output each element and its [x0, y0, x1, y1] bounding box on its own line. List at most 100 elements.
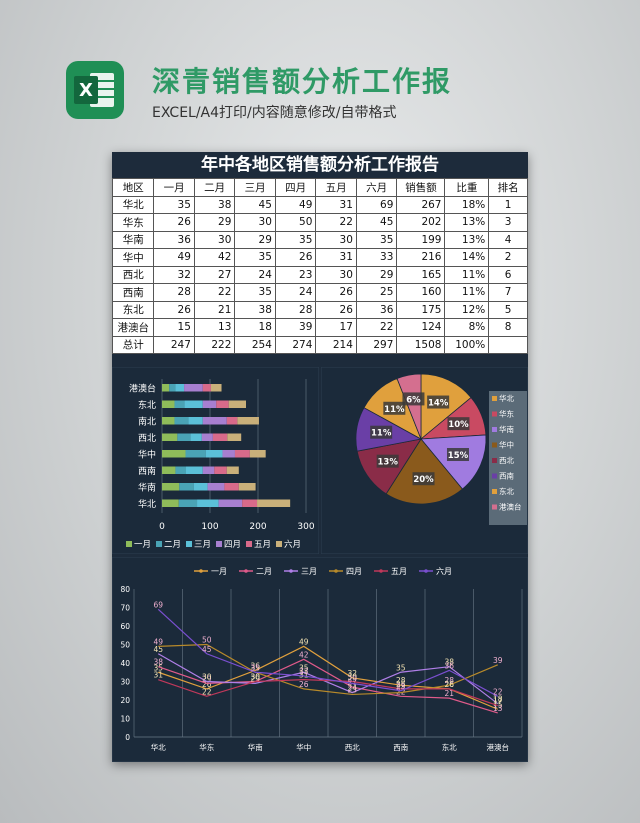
bar-segment — [188, 417, 203, 425]
bar-segment — [238, 483, 256, 491]
pie-legend-swatch — [492, 504, 497, 510]
table-cell: 124 — [396, 318, 446, 337]
line-data-label: 27 — [347, 678, 357, 687]
bar-segment — [177, 433, 191, 441]
table-cell: 29 — [193, 213, 236, 232]
line-data-label: 30 — [202, 673, 212, 682]
line-legend-marker — [244, 569, 248, 573]
line-data-label: 22 — [493, 687, 503, 696]
bar-segment — [226, 466, 239, 474]
line-data-label: 28 — [396, 676, 406, 685]
line-legend-marker — [199, 569, 203, 573]
bar-category-label: 东北 — [138, 399, 156, 411]
line-data-label: 35 — [250, 663, 260, 672]
line-data-label: 30 — [347, 673, 357, 682]
line-data-label: 69 — [153, 600, 163, 609]
line-legend-label: 四月 — [346, 567, 362, 576]
table-cell: 21 — [193, 300, 236, 319]
bar-legend-swatch — [246, 541, 252, 547]
pie-data-label: 20% — [413, 475, 434, 485]
bar-legend-label: 五月 — [254, 540, 271, 550]
table-cell: 165 — [396, 265, 446, 284]
table-cell: 216 — [396, 248, 446, 267]
table-cell: 12% — [444, 300, 490, 319]
table-cell: 14% — [444, 248, 490, 267]
table-cell: 38 — [234, 300, 276, 319]
pie-slice — [396, 373, 422, 440]
bar-segment — [184, 384, 203, 392]
line-data-label: 35 — [299, 663, 309, 672]
line-data-label: 35 — [250, 663, 260, 672]
pie-label-box — [412, 472, 435, 486]
pie-legend-swatch — [492, 411, 497, 417]
column-header: 比重 — [444, 178, 490, 197]
table-row: 华东 26 29 30 50 22 45 202 13% 3 — [111, 213, 528, 232]
line-data-label: 26 — [444, 680, 454, 689]
line-series — [158, 658, 498, 714]
line-legend-label: 三月 — [301, 567, 317, 576]
bar-category-label: 西南 — [138, 465, 156, 477]
table-cell: 13% — [444, 213, 490, 232]
bar-segment — [202, 417, 227, 425]
bar-segment — [234, 450, 250, 458]
pie-label-box — [370, 425, 393, 439]
pie-label-box — [446, 448, 469, 462]
line-data-label: 49 — [153, 637, 163, 646]
bar-segment — [179, 483, 194, 491]
line-data-label: 32 — [347, 669, 357, 678]
table-cell: 28 — [274, 300, 317, 319]
line-data-label: 29 — [250, 674, 260, 683]
bar-segment — [162, 384, 170, 392]
bar-segment — [212, 433, 228, 441]
line-data-label: 22 — [396, 687, 406, 696]
bar-segment — [162, 433, 178, 441]
page-subtitle: EXCEL/A4打印/内容随意修改/自带格式 — [152, 105, 397, 121]
line-data-label: 30 — [250, 673, 260, 682]
table-cell: 13 — [193, 318, 236, 337]
table-cell: 17 — [315, 318, 357, 337]
table-row: 东北 26 21 38 28 26 36 175 12% 5 — [111, 300, 528, 319]
table-cell: 22 — [193, 283, 236, 302]
bar-segment — [193, 483, 208, 491]
bar-segment — [224, 483, 239, 491]
sales-table: 地区 一月 二月 三月 四月 五月 六月 销售额 比重 排名 华北 35 38 45 49 31 69 267 18… — [111, 178, 528, 354]
svg-text:X: X — [79, 80, 93, 101]
table-cell: 11% — [444, 283, 490, 302]
pie-label-box — [427, 395, 450, 409]
table-cell: 222 — [193, 335, 236, 354]
table-cell: 29 — [355, 265, 398, 284]
line-series — [158, 679, 498, 707]
pie-label-box — [383, 401, 406, 415]
table-cell: 31 — [315, 195, 357, 214]
table-row: 西南 28 22 35 24 26 25 160 11% 7 — [111, 283, 528, 302]
bar-x-tick: 100 — [201, 522, 218, 532]
bar-segment — [162, 417, 175, 425]
pie-legend-swatch — [492, 489, 497, 494]
column-header: 二月 — [193, 178, 236, 197]
line-data-label: 36 — [250, 661, 260, 670]
table-cell: 华南 — [111, 230, 155, 249]
line-x-tick: 东北 — [442, 742, 457, 752]
pie-legend-label: 华南 — [499, 424, 514, 434]
bar-segment — [202, 400, 217, 408]
bar-segment — [257, 499, 291, 507]
table-cell: 26 — [274, 248, 317, 267]
line-series — [157, 653, 499, 705]
pie-label-box — [402, 392, 425, 406]
line-data-label: 26 — [396, 680, 406, 689]
bar-segment — [162, 466, 176, 474]
table-cell: 东北 — [111, 300, 155, 319]
table-cell: 3 — [488, 213, 528, 232]
table-cell: 247 — [153, 335, 195, 354]
line-panel — [112, 557, 528, 762]
line-legend-label: 五月 — [391, 567, 407, 576]
table-cell: 274 — [274, 335, 317, 354]
line-data-label: 22 — [202, 687, 212, 696]
bar-legend-swatch — [216, 541, 222, 547]
table-cell: 35 — [234, 283, 276, 302]
table-cell: 西南 — [111, 283, 155, 302]
column-header: 排名 — [488, 178, 528, 197]
table-cell: 50 — [274, 213, 317, 232]
table-cell: 214 — [315, 335, 357, 354]
table-row: 华南 36 30 29 35 30 35 199 13% 4 — [111, 230, 528, 249]
